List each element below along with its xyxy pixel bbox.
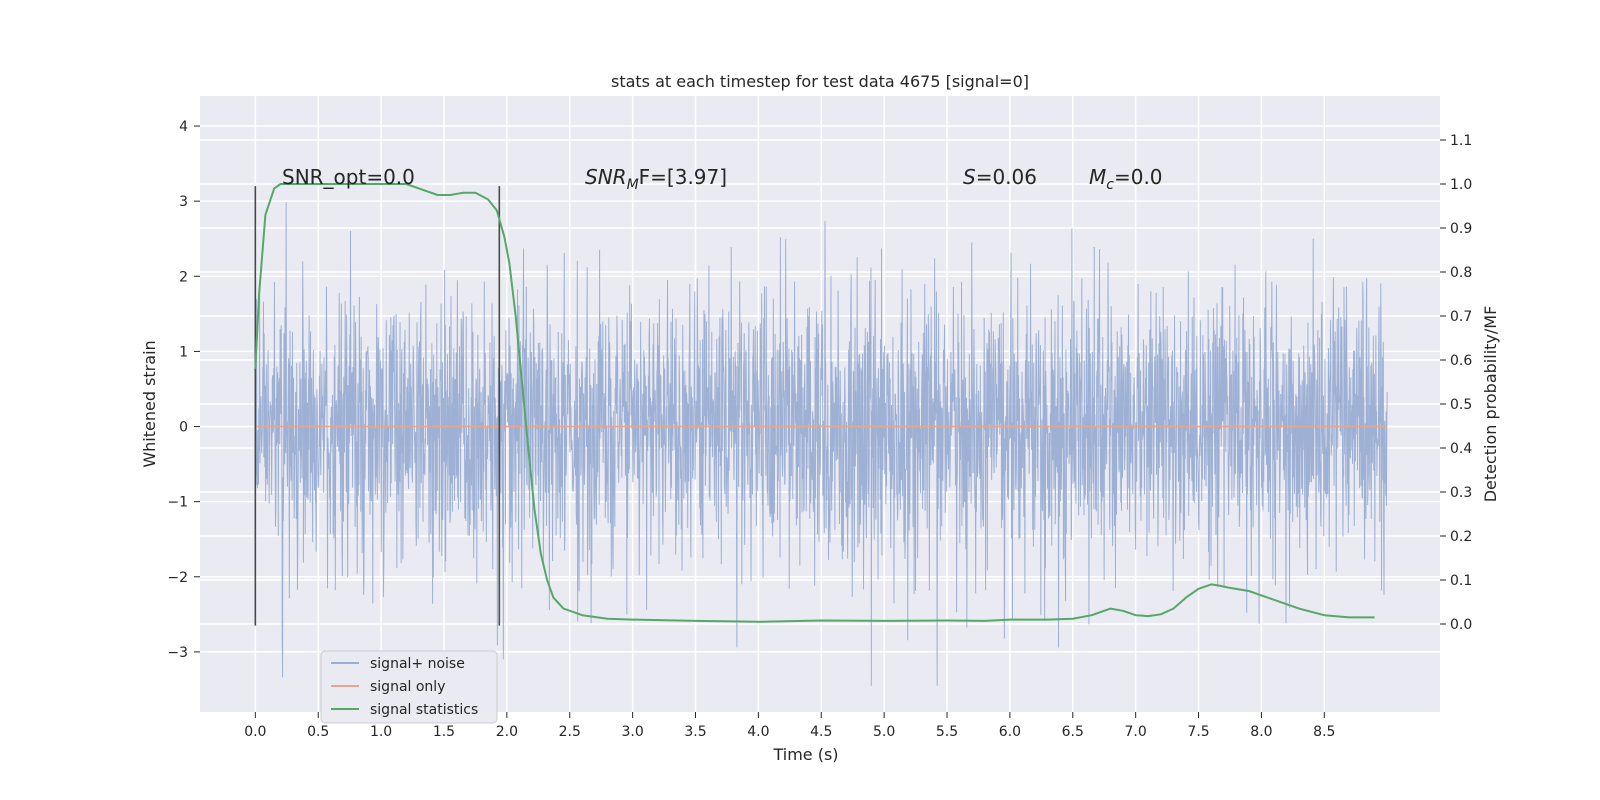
y-right-tick-label: 1.1 bbox=[1450, 133, 1472, 149]
y-right-tick-label: 0.5 bbox=[1450, 397, 1472, 413]
x-tick-label: 4.0 bbox=[747, 724, 769, 740]
x-tick-label: 6.0 bbox=[999, 724, 1021, 740]
chart-title: stats at each timestep for test data 467… bbox=[611, 72, 1029, 91]
y-right-tick-label: 0.1 bbox=[1450, 573, 1472, 589]
x-tick-label: 3.5 bbox=[684, 724, 706, 740]
grid bbox=[200, 96, 1440, 712]
y-left-tick-label: 1 bbox=[179, 344, 188, 360]
x-tick-label: 1.0 bbox=[370, 724, 392, 740]
signal-noise-line bbox=[254, 202, 1388, 686]
y-right-axis-label: Detection probability/MF bbox=[1481, 306, 1500, 503]
y-left-tick-label: −1 bbox=[167, 495, 188, 511]
legend-box bbox=[320, 650, 498, 724]
x-tick-label: 1.5 bbox=[433, 724, 455, 740]
x-axis-label: Time (s) bbox=[772, 745, 838, 764]
x-axis-ticks: 0.0 0.5 1.0 1.5 2.0 2.5 3.0 3.5 4.0 4.5 5.0 5.5 6.0 6… bbox=[244, 712, 1335, 740]
annotation-mc-sub: c bbox=[1106, 177, 1114, 193]
y-left-tick-label: 2 bbox=[179, 269, 188, 285]
y-right-tick-label: 0.9 bbox=[1450, 221, 1472, 237]
y-right-tick-label: 0.8 bbox=[1450, 265, 1472, 281]
x-tick-label: 2.5 bbox=[559, 724, 581, 740]
annotation-mc: Mc=0.0 bbox=[1089, 165, 1163, 193]
y-left-tick-label: −2 bbox=[167, 570, 188, 586]
legend-label-signal-statistics: signal statistics bbox=[370, 702, 478, 718]
annotation-mc-rest: =0.0 bbox=[1114, 165, 1163, 189]
x-tick-label: 8.0 bbox=[1250, 724, 1272, 740]
y-left-tick-label: 0 bbox=[179, 420, 188, 436]
y-right-tick-label: 0.4 bbox=[1450, 441, 1472, 457]
annotation-snr-mf-rest: F=[3.97] bbox=[639, 165, 727, 189]
x-tick-label: 7.5 bbox=[1187, 724, 1209, 740]
x-tick-label: 0.5 bbox=[307, 724, 329, 740]
x-tick-label: 8.5 bbox=[1313, 724, 1335, 740]
y-left-tick-label: 3 bbox=[179, 194, 188, 210]
y-right-tick-label: 0.0 bbox=[1450, 617, 1472, 633]
y-right-tick-label: 0.2 bbox=[1450, 529, 1472, 545]
y-right-tick-label: 0.6 bbox=[1450, 353, 1472, 369]
vertical-markers bbox=[254, 186, 501, 626]
annotation-s-italic: S bbox=[963, 165, 976, 189]
x-tick-label: 5.0 bbox=[873, 724, 895, 740]
x-tick-label: 3.0 bbox=[621, 724, 643, 740]
x-tick-label: 4.5 bbox=[810, 724, 832, 740]
legend: signal+ noise signal only signal statist… bbox=[320, 650, 498, 724]
legend-label-signal-only: signal only bbox=[370, 679, 445, 695]
signal-statistics-line bbox=[254, 183, 1375, 623]
y-left-axis-label: Whitened strain bbox=[140, 340, 159, 467]
annotation-s: S=0.06 bbox=[963, 165, 1037, 189]
x-tick-label: 2.0 bbox=[496, 724, 518, 740]
y-left-tick-label: 4 bbox=[179, 119, 188, 135]
annotation-mc-main: M bbox=[1089, 165, 1106, 189]
annotation-snr-opt: SNR_opt=0.0 bbox=[282, 165, 415, 189]
y-right-tick-label: 0.3 bbox=[1450, 485, 1472, 501]
annotation-snr-mf-sub: M bbox=[627, 177, 639, 193]
x-tick-label: 5.5 bbox=[936, 724, 958, 740]
y-right-axis-ticks: 1.1 1.0 0.9 0.8 0.7 0.6 0.5 0.4 0.3 0.2 0.1 0.0 bbox=[1440, 133, 1472, 633]
y-right-tick-label: 0.7 bbox=[1450, 309, 1472, 325]
annotation-snr-mf: SNRMF=[3.97] bbox=[585, 165, 727, 193]
y-right-tick-label: 1.0 bbox=[1450, 177, 1472, 193]
annotation-s-rest: =0.06 bbox=[976, 165, 1037, 189]
y-left-tick-label: −3 bbox=[167, 645, 188, 661]
x-tick-label: 6.5 bbox=[1062, 724, 1084, 740]
series-signal-noise bbox=[254, 202, 1388, 686]
y-left-axis-ticks: 4 3 2 1 0 −1 −2 −3 bbox=[167, 119, 200, 661]
x-tick-label: 7.0 bbox=[1125, 724, 1147, 740]
legend-label-signal-noise: signal+ noise bbox=[370, 656, 465, 672]
x-tick-label: 0.0 bbox=[244, 724, 266, 740]
annotation-snr-mf-main: SNR bbox=[585, 165, 627, 189]
series-signal-statistics bbox=[254, 183, 1375, 623]
